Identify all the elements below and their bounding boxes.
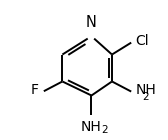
Text: Cl: Cl: [136, 33, 149, 47]
Text: NH: NH: [81, 120, 102, 134]
Text: N: N: [86, 15, 97, 30]
Text: F: F: [31, 83, 39, 97]
Text: 2: 2: [143, 92, 149, 102]
Text: 2: 2: [101, 125, 108, 135]
Text: NH: NH: [136, 83, 156, 97]
